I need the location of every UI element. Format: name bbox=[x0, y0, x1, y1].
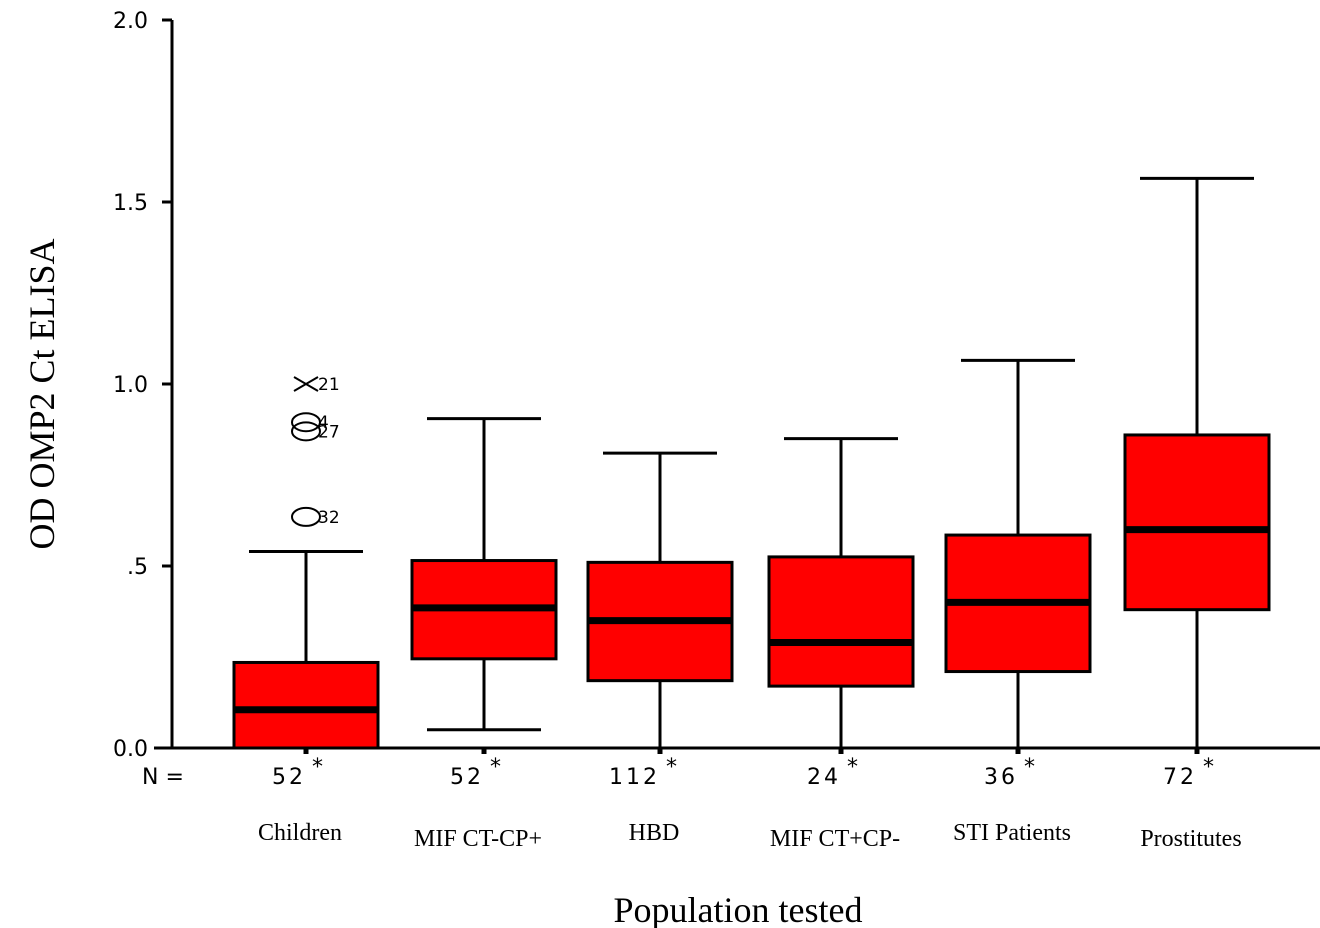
n-count-label: 52 bbox=[450, 765, 484, 790]
x-axis-label: Population tested bbox=[614, 890, 863, 928]
n-count-label: 24 bbox=[807, 765, 841, 790]
box bbox=[1123, 433, 1271, 612]
significance-marker: * bbox=[666, 755, 677, 780]
outlier-label: 4 bbox=[318, 413, 329, 433]
box bbox=[232, 660, 380, 750]
y-tick-label: 0.0 bbox=[113, 737, 148, 762]
n-count-label: 72 bbox=[1163, 765, 1197, 790]
outlier-label: 21 bbox=[318, 375, 340, 395]
n-count-label: 112 bbox=[609, 765, 660, 790]
outlier-marker bbox=[291, 421, 321, 442]
significance-marker: * bbox=[1203, 755, 1214, 780]
outlier-marker bbox=[291, 506, 321, 527]
outlier-extreme-marker bbox=[293, 376, 319, 392]
y-tick-label: 2.0 bbox=[113, 9, 148, 34]
outlier-marker bbox=[291, 412, 321, 433]
significance-marker: * bbox=[1024, 755, 1035, 780]
n-count-label: 36 bbox=[984, 765, 1018, 790]
outlier-label: 32 bbox=[318, 508, 340, 528]
y-tick-label: 1.5 bbox=[113, 191, 148, 216]
group-label: STI Patients bbox=[953, 820, 1071, 846]
outlier-label: 27 bbox=[318, 422, 340, 442]
significance-marker: * bbox=[490, 755, 501, 780]
significance-marker: * bbox=[312, 755, 323, 780]
group-label: Children bbox=[258, 820, 342, 846]
box bbox=[767, 555, 915, 688]
group-label: HBD bbox=[629, 820, 680, 846]
n-count-label: 52 bbox=[272, 765, 306, 790]
significance-marker: * bbox=[847, 755, 858, 780]
y-axis-label: OD OMP2 Ct ELISA bbox=[22, 238, 62, 549]
y-tick-label: 1.0 bbox=[113, 373, 148, 398]
y-tick-label: .5 bbox=[127, 555, 148, 580]
group-label: Prostitutes bbox=[1140, 826, 1241, 852]
n-prefix-label: N = bbox=[142, 765, 184, 790]
group-label: MIF CT+CP- bbox=[770, 826, 900, 852]
group-label: MIF CT-CP+ bbox=[414, 826, 542, 852]
